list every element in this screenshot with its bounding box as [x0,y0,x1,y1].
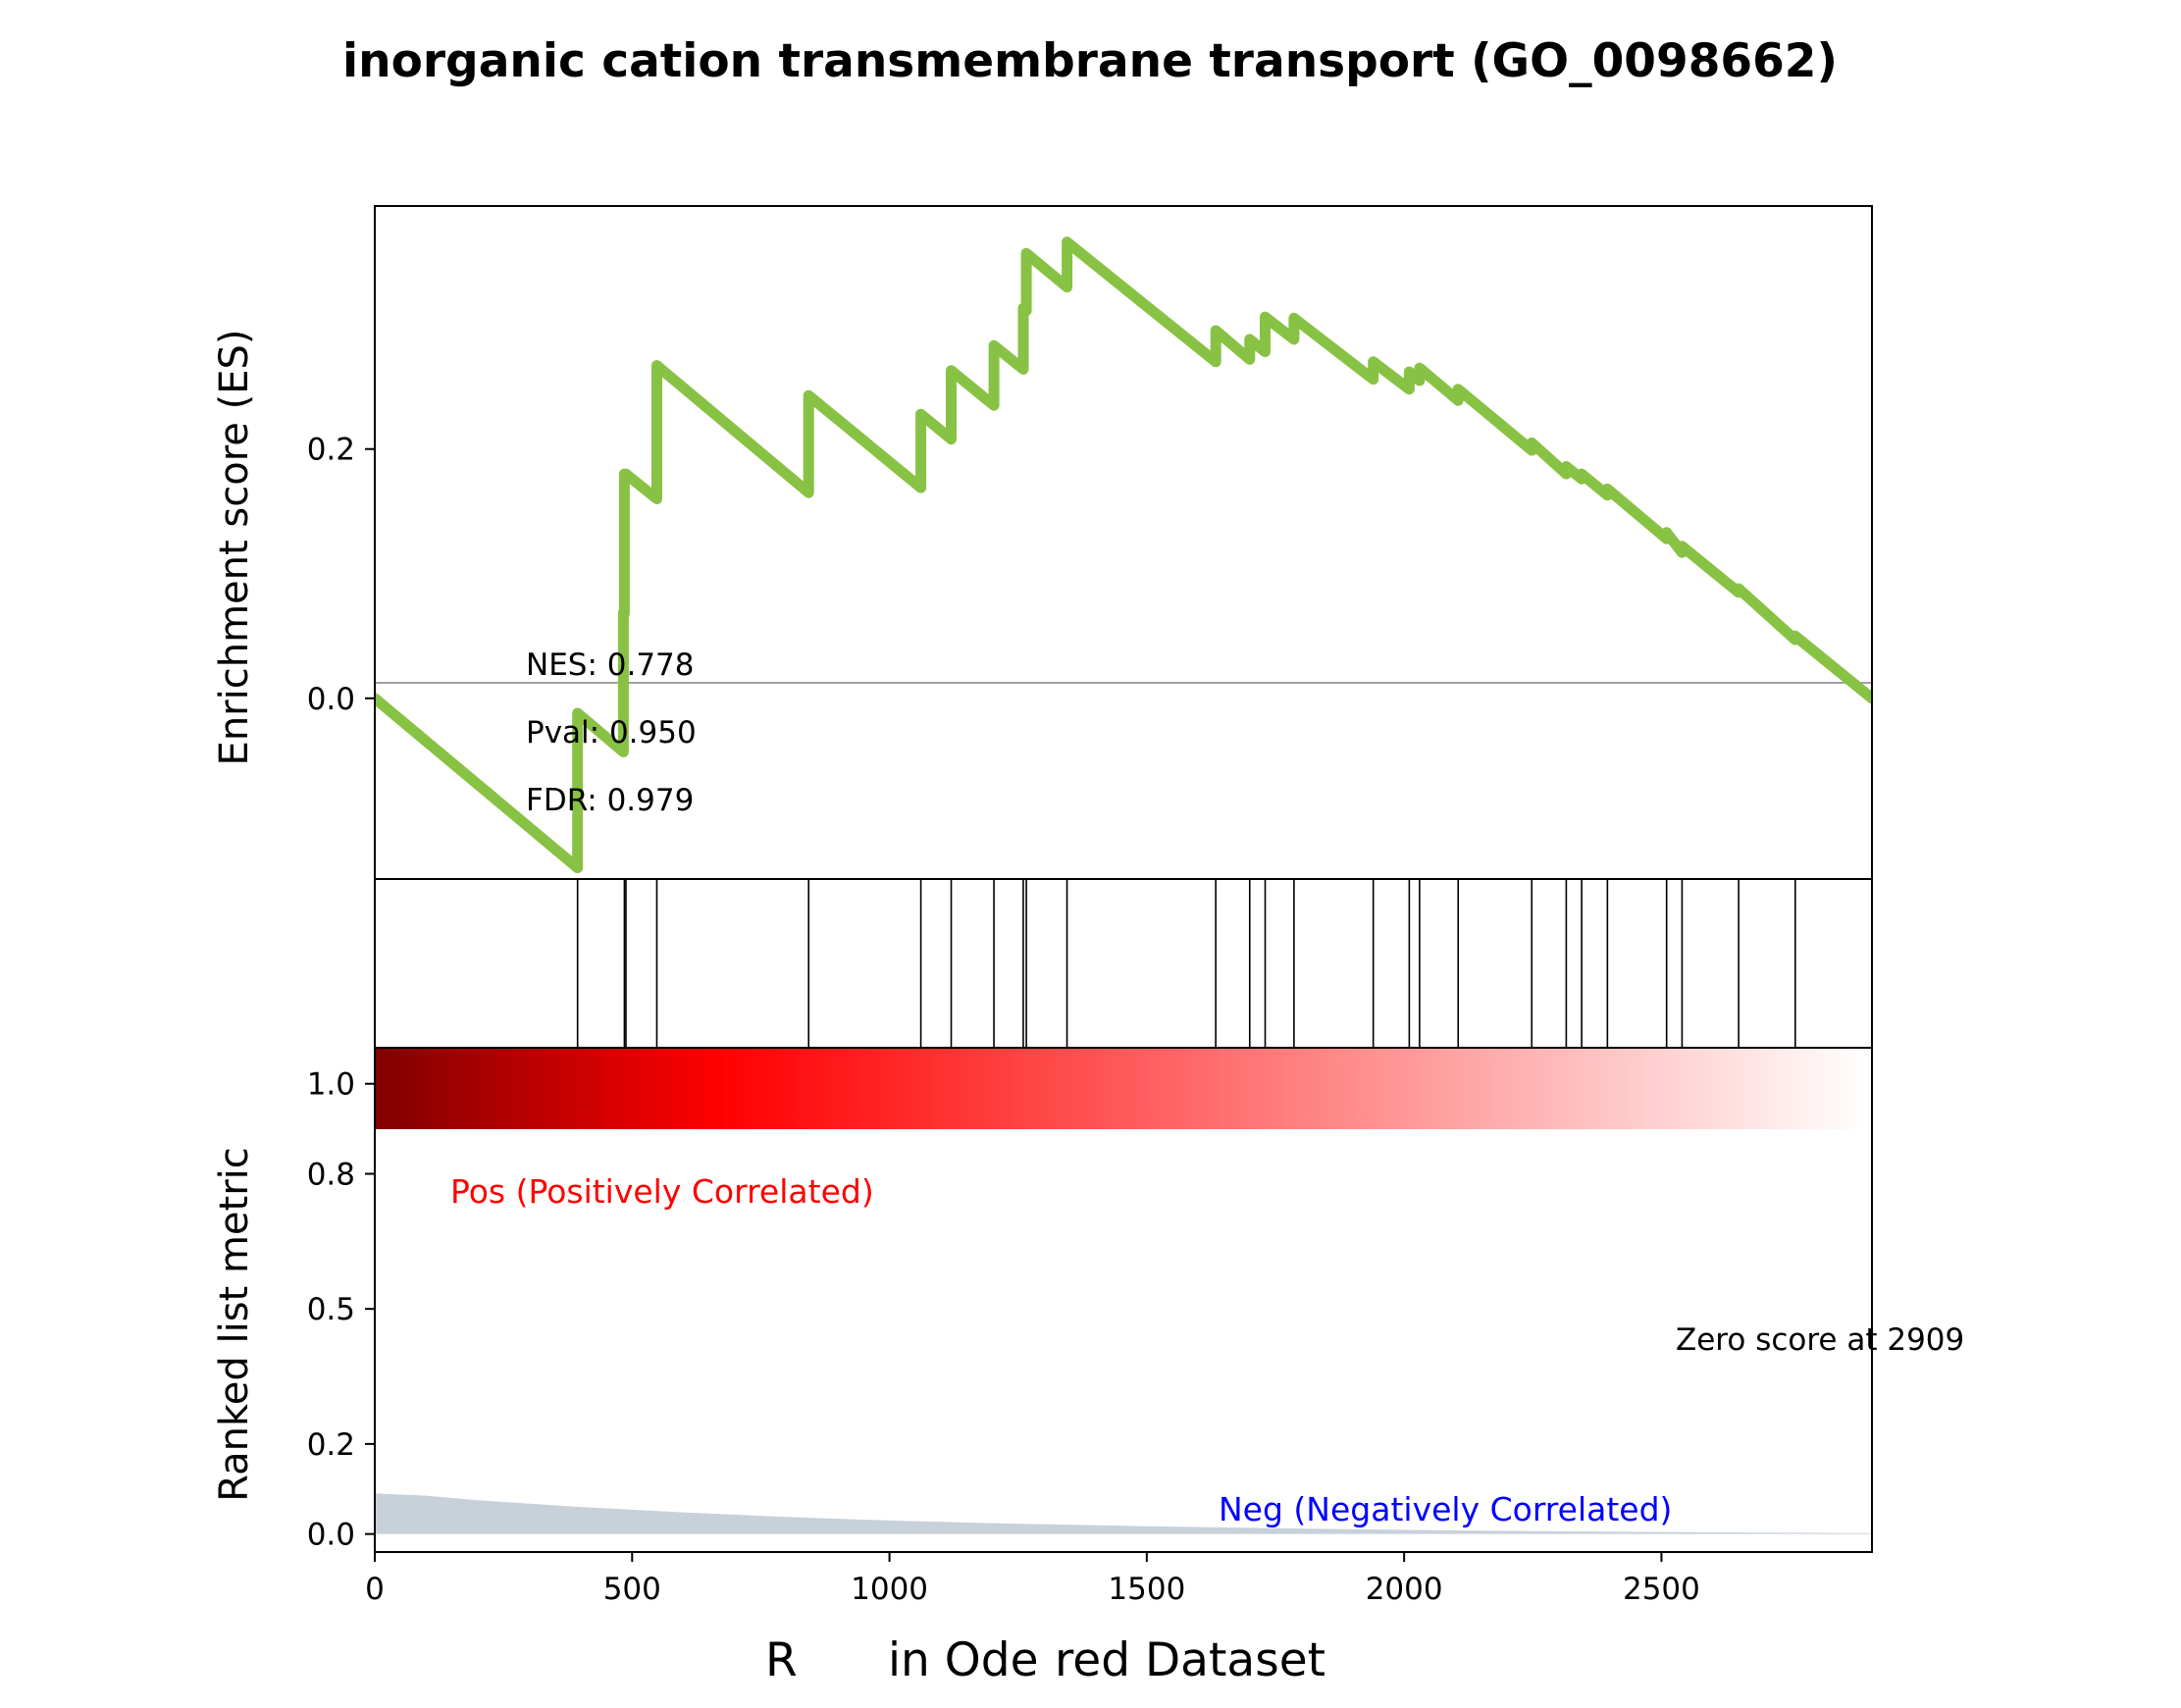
enrichment-panel: 0.20.0 Enrichment score (ES) NES: 0.778 … [212,205,1873,880]
metric-ytick-label: 0.5 [307,1292,355,1327]
neg-correlated-label: Neg (Negatively Correlated) [1219,1490,1672,1528]
fdr-stat: FDR: 0.979 [526,783,694,818]
nes-stat: NES: 0.778 [526,647,695,683]
hits-panel [374,878,1873,1049]
enrichment-frame [374,205,1873,880]
hits-frame [374,878,1873,1049]
chart-title: inorganic cation transmembrane transport… [342,34,1838,88]
es-line-layer [375,236,1872,874]
x-axis-label-part-2: in Ode [888,1633,1039,1687]
zero-score-label: Zero score at 2909 [1676,1322,1964,1358]
xtick-label: 1500 [1108,1572,1185,1607]
xtick-label: 2000 [1366,1572,1443,1607]
xtick-label: 500 [603,1572,661,1607]
ranked-metric-y-ticks: 1.0 0.8 0.5 0.2 0.0 [307,1067,375,1553]
ranked-metric-area [375,1493,1872,1534]
ranked-metric-frame [374,1047,1873,1553]
hits-layer [576,879,1796,1048]
metric-ytick-label: 0.8 [307,1158,355,1193]
rank-heatmap [376,1048,1871,1129]
es-ytick-label: 0.2 [307,433,355,468]
enrichment-y-ticks: 0.2 0.0 [307,433,375,717]
es-series-line [375,236,1872,874]
pos-correlated-label: Pos (Positively Correlated) [450,1172,874,1211]
metric-ytick-label: 1.0 [307,1067,355,1103]
es-ytick-label: 0.0 [307,682,355,717]
pval-stat: Pval: 0.950 [526,715,697,750]
x-axis-label-part-1: R [765,1633,798,1687]
x-axis-label-part-3: red Dataset [1055,1633,1325,1687]
xtick-label: 0 [365,1572,385,1607]
metric-ytick-label: 0.2 [307,1427,355,1463]
ranked-metric-ylabel: Ranked list metric [212,1147,257,1502]
metric-ytick-label: 0.0 [307,1518,355,1553]
xtick-label: 2500 [1623,1572,1700,1607]
ranked-metric-panel: 1.0 0.8 0.5 0.2 0.0 Ranked list metric Pos (… [212,1047,1964,1553]
enrichment-ylabel: Enrichment score (ES) [212,330,257,766]
xtick-label: 1000 [851,1572,928,1607]
x-axis-ticks: 0 500 1000 1500 2000 2500 [365,1552,1700,1607]
